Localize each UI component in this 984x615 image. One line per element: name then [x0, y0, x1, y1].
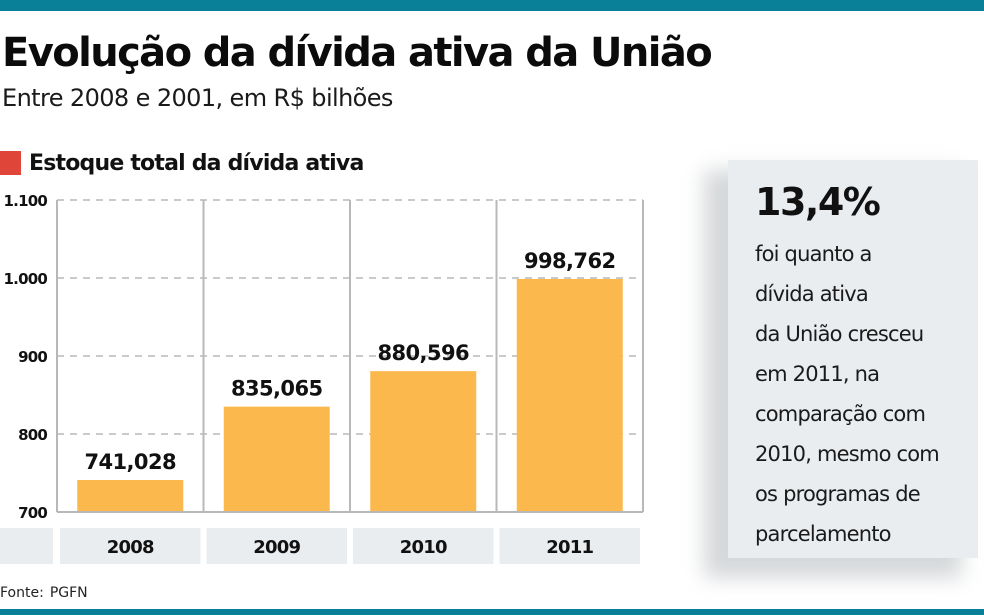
y-tick-label: 1.000 — [4, 270, 48, 288]
y-tick-label: 700 — [18, 504, 47, 522]
chart-title: Evolução da dívida ativa da União — [2, 30, 713, 76]
value-label: 835,065 — [231, 377, 322, 401]
bar-chart: 741,028 835,065 880,596 998,762 700 800 900 1.… — [0, 192, 644, 564]
callout-line: comparação com — [755, 402, 926, 426]
callout-line: em 2011, na — [755, 362, 880, 386]
y-tick-label: 800 — [18, 426, 47, 444]
grid-layer — [56, 199, 644, 513]
value-label: 741,028 — [85, 450, 176, 474]
x-tick-label: 2011 — [546, 537, 593, 558]
bar-2011 — [516, 278, 623, 511]
category-band — [499, 528, 640, 564]
source-note: Fonte: PGFN — [0, 585, 94, 601]
x-axis-categories: 2008 2009 2010 2011 — [107, 537, 594, 558]
category-band-stub — [0, 528, 53, 564]
callout-text: foi quanto a dívida ativa da União cresc… — [755, 234, 940, 554]
x-tick-label: 2010 — [400, 537, 447, 558]
legend: Estoque total da dívida ativa — [0, 148, 364, 178]
callout-line: 2010, mesmo com — [755, 442, 940, 466]
bar-2010 — [370, 371, 477, 511]
callout-line: da União cresceu — [755, 322, 924, 346]
y-tick-label: 900 — [18, 348, 47, 366]
chart-subtitle: Entre 2008 e 2001, em R$ bilhões — [2, 84, 393, 112]
category-band — [206, 528, 347, 564]
value-labels: 741,028 835,065 880,596 998,762 — [85, 249, 617, 474]
legend-swatch — [0, 151, 21, 175]
legend-label: Estoque total da dívida ativa — [29, 150, 364, 176]
source-label: Fonte: — [0, 585, 44, 601]
category-band — [60, 528, 201, 564]
callout-line: os programas de — [755, 482, 921, 506]
callout-line: foi quanto a — [755, 242, 872, 266]
callout-box: 13,4% foi quanto a dívida ativa da União… — [728, 160, 978, 558]
value-label: 998,762 — [524, 249, 615, 273]
callout-line: dívida ativa — [755, 282, 869, 306]
top-accent-bar — [0, 0, 984, 11]
category-band — [353, 528, 494, 564]
bars — [77, 278, 623, 511]
y-axis-ticks: 700 800 900 1.000 1.100 — [4, 192, 49, 522]
bar-2009 — [223, 406, 330, 511]
source-value: PGFN — [49, 585, 88, 601]
callout-line: parcelamento — [755, 522, 892, 546]
bar-2008 — [77, 479, 184, 511]
callout-value: 13,4% — [755, 180, 881, 224]
value-label: 880,596 — [378, 341, 469, 365]
category-bands — [0, 528, 640, 564]
x-tick-label: 2008 — [107, 537, 154, 558]
y-tick-label: 1.100 — [4, 192, 48, 210]
x-tick-label: 2009 — [253, 537, 300, 558]
bottom-accent-bar — [0, 609, 984, 615]
